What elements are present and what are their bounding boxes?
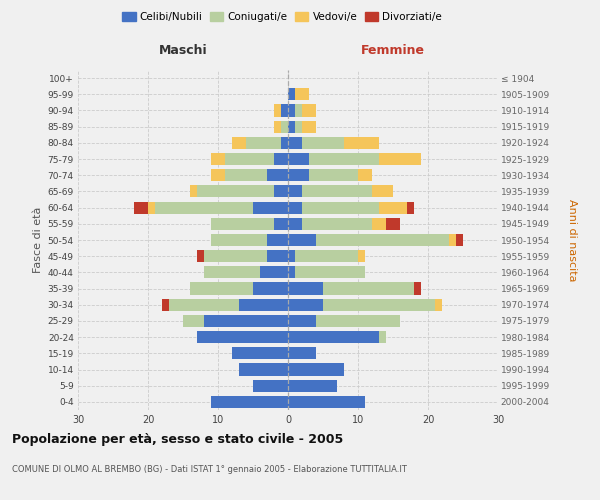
- Bar: [211, 169, 225, 181]
- Bar: [302, 186, 372, 198]
- Bar: [435, 298, 442, 311]
- Bar: [288, 348, 316, 360]
- Bar: [274, 120, 281, 132]
- Bar: [211, 396, 288, 408]
- Bar: [232, 348, 288, 360]
- Text: COMUNE DI OLMO AL BREMBO (BG) - Dati ISTAT 1° gennaio 2005 - Elaborazione TUTTIT: COMUNE DI OLMO AL BREMBO (BG) - Dati IST…: [12, 466, 407, 474]
- Bar: [302, 218, 372, 230]
- Bar: [281, 104, 288, 117]
- Bar: [288, 88, 295, 101]
- Bar: [295, 88, 309, 101]
- Bar: [372, 186, 393, 198]
- Text: Femmine: Femmine: [361, 44, 425, 57]
- Bar: [372, 218, 386, 230]
- Bar: [267, 169, 288, 181]
- Bar: [169, 298, 239, 311]
- Bar: [211, 218, 274, 230]
- Bar: [204, 315, 288, 327]
- Bar: [253, 380, 288, 392]
- Bar: [239, 364, 288, 376]
- Bar: [449, 234, 456, 246]
- Bar: [295, 266, 365, 278]
- Bar: [302, 137, 344, 149]
- Bar: [274, 186, 288, 198]
- Bar: [281, 137, 288, 149]
- Bar: [358, 250, 365, 262]
- Bar: [274, 153, 288, 165]
- Bar: [197, 250, 204, 262]
- Bar: [316, 315, 400, 327]
- Bar: [288, 202, 302, 213]
- Bar: [183, 315, 204, 327]
- Bar: [288, 186, 302, 198]
- Bar: [281, 120, 288, 132]
- Bar: [246, 137, 281, 149]
- Bar: [288, 234, 316, 246]
- Bar: [134, 202, 148, 213]
- Bar: [379, 331, 386, 343]
- Bar: [155, 202, 253, 213]
- Bar: [288, 282, 323, 294]
- Bar: [274, 218, 288, 230]
- Bar: [239, 298, 288, 311]
- Bar: [295, 104, 302, 117]
- Bar: [204, 250, 267, 262]
- Bar: [288, 153, 309, 165]
- Bar: [323, 282, 414, 294]
- Bar: [288, 396, 365, 408]
- Bar: [232, 137, 246, 149]
- Bar: [288, 120, 295, 132]
- Bar: [295, 250, 358, 262]
- Bar: [211, 153, 225, 165]
- Bar: [288, 331, 379, 343]
- Bar: [288, 298, 323, 311]
- Bar: [190, 186, 197, 198]
- Bar: [358, 169, 372, 181]
- Bar: [309, 153, 379, 165]
- Legend: Celibi/Nubili, Coniugati/e, Vedovi/e, Divorziati/e: Celibi/Nubili, Coniugati/e, Vedovi/e, Di…: [118, 8, 446, 26]
- Bar: [302, 104, 316, 117]
- Bar: [456, 234, 463, 246]
- Bar: [274, 104, 281, 117]
- Bar: [407, 202, 414, 213]
- Bar: [197, 186, 274, 198]
- Text: Maschi: Maschi: [158, 44, 208, 57]
- Bar: [288, 380, 337, 392]
- Y-axis label: Fasce di età: Fasce di età: [34, 207, 43, 273]
- Bar: [288, 104, 295, 117]
- Bar: [190, 282, 253, 294]
- Bar: [225, 169, 267, 181]
- Bar: [379, 202, 407, 213]
- Bar: [225, 153, 274, 165]
- Bar: [379, 153, 421, 165]
- Bar: [253, 202, 288, 213]
- Bar: [148, 202, 155, 213]
- Bar: [295, 120, 302, 132]
- Bar: [288, 266, 295, 278]
- Bar: [162, 298, 169, 311]
- Bar: [288, 169, 309, 181]
- Bar: [288, 218, 302, 230]
- Bar: [260, 266, 288, 278]
- Bar: [344, 137, 379, 149]
- Bar: [323, 298, 435, 311]
- Bar: [211, 234, 267, 246]
- Bar: [267, 250, 288, 262]
- Bar: [197, 331, 288, 343]
- Bar: [309, 169, 358, 181]
- Bar: [288, 137, 302, 149]
- Bar: [302, 120, 316, 132]
- Bar: [253, 282, 288, 294]
- Bar: [267, 234, 288, 246]
- Text: Popolazione per età, sesso e stato civile - 2005: Popolazione per età, sesso e stato civil…: [12, 432, 343, 446]
- Bar: [316, 234, 449, 246]
- Bar: [302, 202, 379, 213]
- Bar: [414, 282, 421, 294]
- Bar: [288, 364, 344, 376]
- Bar: [288, 315, 316, 327]
- Y-axis label: Anni di nascita: Anni di nascita: [566, 198, 577, 281]
- Bar: [204, 266, 260, 278]
- Bar: [386, 218, 400, 230]
- Bar: [288, 250, 295, 262]
